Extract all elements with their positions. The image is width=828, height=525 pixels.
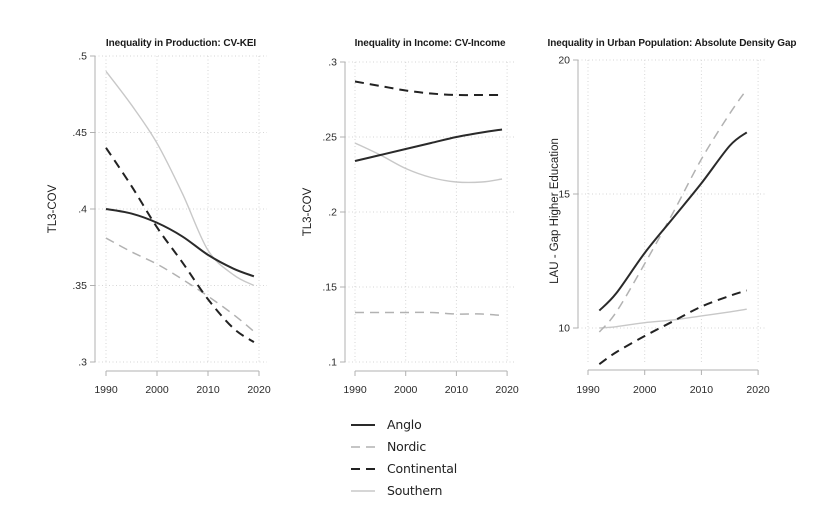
y-tick-label: .15: [322, 282, 337, 294]
x-tick-label: 2000: [394, 384, 418, 396]
legend-label-southern: Southern: [387, 483, 443, 498]
series-line-continental: [598, 289, 748, 365]
y-tick-label: .1: [328, 357, 337, 369]
series-line-southern: [105, 70, 255, 287]
y-tick-label: .35: [72, 280, 87, 292]
y-tick-label: 20: [558, 55, 570, 67]
y-axis-label-urban: LAU - Gap Higher Education: [549, 138, 561, 284]
nordic-line-swatch-icon: [351, 445, 375, 448]
y-tick-label: .4: [78, 204, 87, 216]
series-line-southern: [599, 308, 747, 329]
panel-title-income: Inequality in Income: CV-Income: [354, 38, 506, 49]
y-tick-label: 15: [558, 189, 570, 201]
series-line-nordic: [355, 311, 503, 317]
series-line-continental: [354, 80, 503, 97]
legend-label-anglo: Anglo: [387, 417, 422, 432]
x-tick-label: 2010: [196, 384, 220, 396]
series-line-nordic: [598, 89, 748, 333]
series-line-anglo: [105, 208, 255, 278]
anglo-line-swatch-icon: [351, 423, 375, 426]
y-axis-label-income: TL3-COV: [302, 187, 314, 237]
y-tick-label: .25: [322, 132, 337, 144]
x-tick-label: 2020: [746, 384, 770, 396]
y-tick-label: 10: [558, 323, 570, 335]
southern-line-swatch-icon: [351, 489, 375, 492]
x-tick-label: 1990: [576, 384, 600, 396]
y-tick-label: .45: [72, 127, 87, 139]
series-line-anglo: [354, 128, 503, 162]
panel-1: .3 .25 .2 .15 .1 1990 2000 2010 2020: [322, 57, 519, 397]
panel-title-urban: Inequality in Urban Population: Absolute…: [547, 38, 797, 49]
x-tick-label: 1990: [94, 384, 118, 396]
y-tick-label: .3: [328, 57, 337, 69]
x-tick-label: 1990: [343, 384, 367, 396]
legend-item-anglo: Anglo: [350, 417, 457, 432]
legend-label-continental: Continental: [387, 461, 458, 476]
x-tick-label: 2000: [633, 384, 657, 396]
legend-item-continental: Continental: [350, 461, 457, 476]
series-line-nordic: [105, 237, 255, 332]
series-line-anglo: [598, 131, 748, 312]
x-tick-label: 2010: [690, 384, 714, 396]
panel-0: .5 .45 .4 .35 .3 1990 2000 2010 2020: [72, 51, 270, 397]
series-line-continental: [105, 147, 255, 343]
panel-2: 20 15 10 1990 2000 2010 2020: [558, 55, 770, 397]
x-tick-label: 2000: [145, 384, 169, 396]
panel-title-production: Inequality in Production: CV-KEI: [105, 38, 257, 49]
y-tick-label: .5: [78, 51, 87, 63]
y-tick-label: .3: [78, 357, 87, 369]
x-tick-label: 2010: [445, 384, 469, 396]
chart-legend: Anglo Nordic Continental Southern: [350, 417, 457, 498]
x-tick-label: 2020: [247, 384, 271, 396]
legend-item-nordic: Nordic: [350, 439, 457, 454]
x-tick-label: 2020: [495, 384, 519, 396]
series-line-southern: [354, 142, 503, 184]
y-axis-label-production: TL3-COV: [47, 184, 59, 234]
continental-line-swatch-icon: [351, 467, 375, 470]
y-tick-label: .2: [328, 207, 337, 219]
legend-label-nordic: Nordic: [387, 439, 426, 454]
legend-item-southern: Southern: [350, 483, 457, 498]
